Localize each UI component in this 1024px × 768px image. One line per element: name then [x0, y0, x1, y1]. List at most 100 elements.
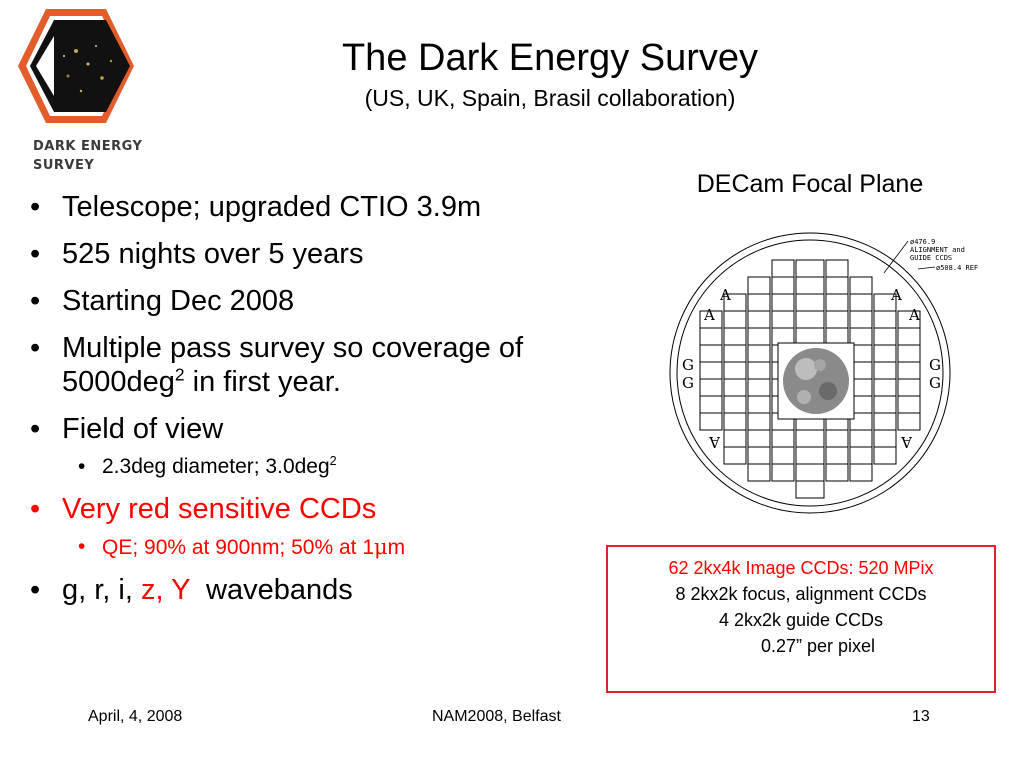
ccd-tile [699, 327, 723, 346]
ccd-tile [747, 446, 771, 465]
sub-bullet-fov: 2.3deg diameter; 3.0deg2 [30, 454, 630, 480]
bullet-wavebands: g, r, i, z, Y wavebands [30, 573, 630, 607]
annotation-diameter: ø476.9 [910, 238, 935, 246]
ccd-tile [747, 361, 771, 380]
bullet-list: Telescope; upgraded CTIO 3.9m 525 nights… [30, 190, 630, 620]
ccd-tile [723, 429, 747, 448]
label-g-right-2: G [929, 374, 941, 392]
label-a-right: A [908, 306, 920, 324]
label-a-bottom-right: A [901, 433, 913, 451]
ccd-tile [723, 395, 747, 414]
ccd-tile [825, 259, 849, 278]
ccd-tile [825, 310, 849, 329]
wavebands-gri: g, r, i, [62, 574, 141, 606]
ccd-tile [699, 378, 723, 397]
ccd-tile [873, 446, 897, 465]
bullet-coverage-suffix: in first year. [184, 366, 341, 398]
ccd-tile [771, 293, 795, 312]
ccd-tile [849, 310, 873, 329]
bullet-fov: Field of view [30, 412, 630, 446]
ccd-tile [873, 412, 897, 431]
ccd-info-box: 62 2kx4k Image CCDs: 520 MPix 8 2kx2k fo… [606, 545, 996, 693]
ccd-tile [699, 395, 723, 414]
footer-event: NAM2008, Belfast [432, 708, 561, 725]
ccd-tile [747, 276, 771, 295]
ccd-tile [747, 463, 771, 482]
ccd-tile [771, 310, 795, 329]
ccd-tile [825, 446, 849, 465]
ccd-tile [825, 293, 849, 312]
ccd-tile [897, 395, 921, 414]
bullet-telescope: Telescope; upgraded CTIO 3.9m [30, 190, 630, 224]
ccd-tile [873, 361, 897, 380]
ccd-tile [849, 446, 873, 465]
des-logo: DARK ENERGY SURVEY [6, 6, 142, 176]
ccd-tile [747, 378, 771, 397]
ccd-tile [849, 463, 873, 482]
ccd-tile [747, 344, 771, 363]
ccd-tile [771, 276, 795, 295]
sub-bullet-qe-mu: μ [374, 535, 388, 559]
logo-wordmark: DARK ENERGY SURVEY [33, 137, 142, 175]
des-logo-icon [18, 9, 134, 123]
ccd-tile [771, 446, 795, 465]
outer-ring [669, 232, 951, 514]
ccd-tile [795, 463, 825, 482]
bullet-coverage-area: 5000deg [62, 366, 175, 398]
moon-overlay [777, 342, 855, 420]
bullet-coverage-line1: Multiple pass survey so coverage of [62, 332, 523, 364]
sub-bullet-qe-unit: m [387, 536, 406, 559]
ccd-tile [873, 395, 897, 414]
ccd-tile [771, 463, 795, 482]
ccd-tile [849, 429, 873, 448]
ccd-tile [873, 327, 897, 346]
logo-text-line2: SURVEY [33, 158, 95, 173]
wavebands-suffix: wavebands [189, 574, 353, 606]
ccd-tile [723, 378, 747, 397]
ccd-tile [897, 327, 921, 346]
info-guide-ccds: 4 2kx2k guide CCDs [718, 610, 884, 630]
footer-date: April, 4, 2008 [88, 708, 183, 725]
wavebands-zy: z, Y [140, 574, 190, 606]
ccd-tile [897, 378, 921, 397]
ccd-tile [795, 310, 825, 329]
ccd-tile [825, 276, 849, 295]
ccd-tile [747, 293, 771, 312]
bullet-coverage: Multiple pass survey so coverage of 5000… [30, 331, 630, 399]
ccd-tile [873, 378, 897, 397]
ccd-tile [747, 327, 771, 346]
ccd-tile [723, 344, 747, 363]
footer-page-number: 13 [912, 708, 930, 725]
logo-text-line1: DARK ENERGY [33, 139, 143, 154]
ccd-tile [873, 344, 897, 363]
ccd-tile [699, 361, 723, 380]
label-a-bottom-left: A [709, 433, 721, 451]
annotation-guide: GUIDE CCDS [910, 254, 952, 262]
ccd-tile [747, 395, 771, 414]
bullet-ccds: Very red sensitive CCDs [30, 492, 630, 526]
ccd-tile [747, 310, 771, 329]
ccd-tile [723, 412, 747, 431]
ccd-tile [723, 327, 747, 346]
bullet-start: Starting Dec 2008 [30, 284, 630, 318]
ccd-tile [849, 293, 873, 312]
ccd-tile [795, 480, 825, 499]
ccd-tile [897, 412, 921, 431]
ccd-tile [825, 463, 849, 482]
ccd-tile [723, 310, 747, 329]
ccd-tile [849, 276, 873, 295]
ccd-tile [723, 446, 747, 465]
annotation-ref: ø508.4 REF [936, 264, 978, 272]
label-g-right: G [929, 356, 941, 374]
ccd-tile [825, 327, 849, 346]
ccd-tile [699, 344, 723, 363]
bullet-nights: 525 nights over 5 years [30, 237, 630, 271]
label-a-left: A [703, 306, 715, 324]
sub-bullet-qe: QE; 90% at 900nm; 50% at 1μm [30, 534, 630, 561]
ccd-tile [795, 276, 825, 295]
inner-ring [676, 239, 944, 507]
label-a-top-right: A [890, 286, 902, 304]
ccd-tile [897, 361, 921, 380]
ccd-tile [849, 327, 873, 346]
sub-bullet-fov-sup: 2 [329, 454, 337, 468]
